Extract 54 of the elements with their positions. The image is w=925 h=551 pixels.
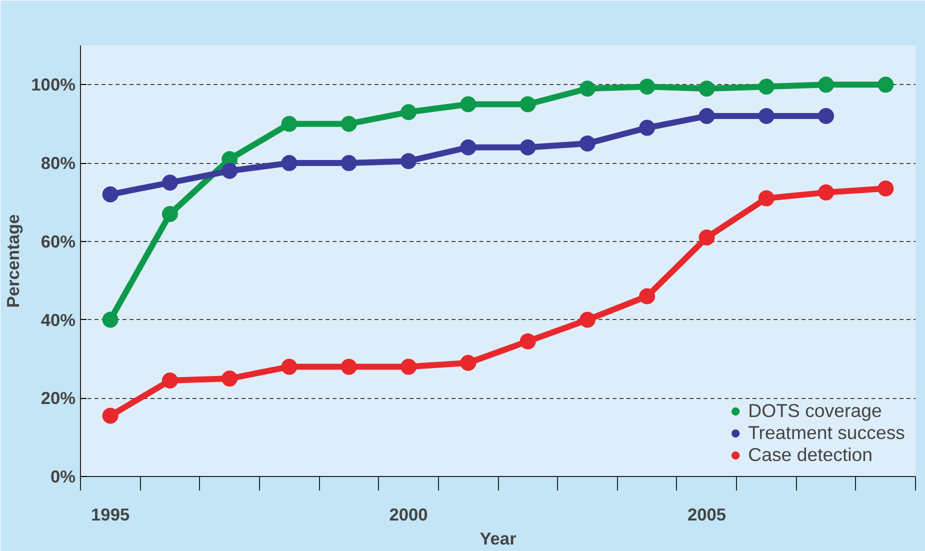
- point: [460, 139, 476, 156]
- x-tick-label: 1995: [91, 504, 130, 524]
- point: [639, 120, 656, 136]
- y-tick-label: 40%: [40, 310, 76, 330]
- point: [639, 78, 656, 95]
- point: [698, 108, 715, 124]
- point: [460, 96, 476, 112]
- legend-label: Treatment success: [748, 422, 905, 444]
- point: [460, 354, 476, 371]
- y-tick-label: 0%: [50, 466, 76, 486]
- y-tick-label: 60%: [40, 231, 76, 252]
- point: [102, 186, 118, 202]
- point: [162, 174, 178, 191]
- point: [818, 108, 834, 124]
- y-axis-title: Percentage: [3, 214, 24, 308]
- point: [222, 370, 238, 387]
- point: [878, 76, 894, 93]
- point: [281, 116, 298, 132]
- point: [340, 155, 357, 172]
- point: [758, 78, 774, 95]
- point: [579, 312, 596, 328]
- point: [281, 358, 298, 375]
- point: [758, 108, 774, 124]
- point: [520, 139, 536, 156]
- point: [698, 230, 715, 246]
- point: [340, 358, 357, 375]
- point: [102, 312, 118, 328]
- point: [520, 96, 536, 112]
- point: [758, 190, 774, 206]
- point: [400, 153, 417, 170]
- point: [281, 155, 298, 172]
- point: [878, 180, 894, 196]
- legend-label: Case detection: [748, 444, 873, 466]
- point: [162, 206, 178, 222]
- point: [162, 372, 178, 388]
- point: [639, 288, 656, 304]
- x-tick-label: 2005: [687, 504, 726, 524]
- point: [400, 358, 417, 375]
- y-tick-label: 20%: [40, 388, 76, 408]
- point: [698, 80, 715, 97]
- point: [400, 104, 417, 120]
- x-tick-label: 2000: [389, 504, 428, 524]
- point: [579, 135, 596, 152]
- y-tick-label: 100%: [31, 74, 76, 95]
- point: [818, 184, 834, 200]
- point: [818, 76, 834, 93]
- legend-label: DOTS coverage: [748, 400, 882, 422]
- point: [102, 408, 118, 424]
- point: [340, 116, 357, 132]
- point: [520, 333, 536, 350]
- y-tick-label: 80%: [40, 153, 76, 174]
- x-axis-title: Year: [480, 528, 517, 548]
- point: [579, 80, 596, 97]
- point: [222, 162, 238, 179]
